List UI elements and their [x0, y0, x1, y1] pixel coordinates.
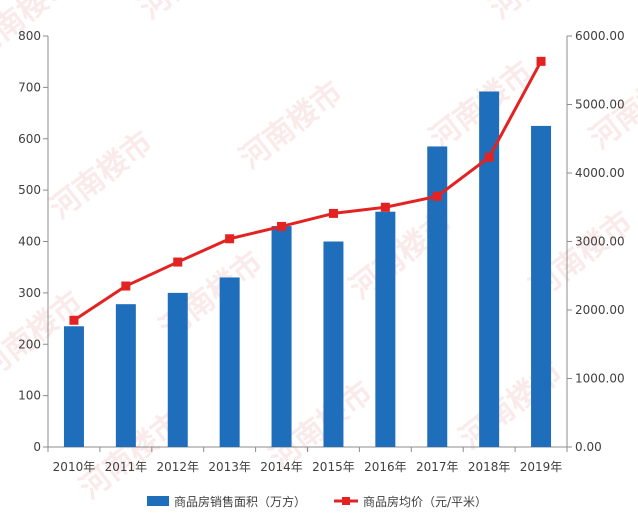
- left-tick-label: 500: [18, 183, 41, 197]
- watermark-text: 河南楼市: [43, 125, 159, 226]
- bar: [479, 91, 500, 448]
- right-tick-label: 1000.00: [575, 372, 625, 386]
- line-series: [69, 56, 546, 325]
- line-point: [121, 281, 131, 291]
- right-tick-label: 2000.00: [575, 303, 625, 317]
- bar: [531, 125, 552, 447]
- watermark-text: 河南楼市: [483, 0, 599, 26]
- x-tick-label: 2016年: [364, 460, 407, 474]
- legend-line-marker: [342, 497, 350, 505]
- left-tick-label: 800: [18, 29, 41, 43]
- left-tick-label: 400: [18, 235, 41, 249]
- left-tick-label: 100: [18, 389, 41, 403]
- legend-line-label: 商品房均价（元/平米）: [363, 494, 487, 509]
- price-line: [73, 60, 543, 322]
- bar: [219, 277, 240, 447]
- left-tick-label: 600: [18, 132, 41, 146]
- watermark-text: 河南楼市: [233, 75, 349, 176]
- bar: [427, 146, 448, 448]
- bar: [375, 211, 396, 447]
- x-tick-label: 2014年: [260, 460, 303, 474]
- left-tick-label: 700: [18, 80, 41, 94]
- bar-series: [63, 91, 552, 448]
- line-point: [173, 257, 183, 267]
- x-tick-label: 2017年: [416, 460, 459, 474]
- bar: [271, 226, 292, 447]
- watermark-text: 河南楼市: [133, 0, 249, 26]
- line-point: [536, 56, 546, 66]
- line-point: [380, 202, 390, 212]
- x-tick-label: 2011年: [105, 460, 148, 474]
- x-tick-label: 2010年: [53, 460, 96, 474]
- right-tick-label: 0.00: [575, 440, 602, 454]
- right-tick-label: 6000.00: [575, 29, 625, 43]
- left-tick-label: 300: [18, 286, 41, 300]
- legend-bar-label: 商品房销售面积（万方）: [174, 494, 306, 509]
- x-tick-label: 2012年: [156, 460, 199, 474]
- bar: [323, 241, 344, 447]
- line-point: [277, 221, 287, 231]
- legend: 商品房销售面积（万方） 商品房均价（元/平米）: [147, 494, 487, 509]
- line-point: [432, 191, 442, 201]
- right-tick-label: 4000.00: [575, 166, 625, 180]
- tick-labels: 0 100 200 300 400 500 600 700 800 0.00 1000.00 2000…: [18, 29, 625, 474]
- x-tick-label: 2018年: [468, 460, 511, 474]
- left-tick-label: 0: [33, 440, 41, 454]
- legend-bar-swatch: [147, 496, 169, 506]
- bar: [167, 292, 188, 447]
- x-tick-label: 2019年: [520, 460, 563, 474]
- bar: [63, 326, 84, 447]
- watermark-text: 河南楼市: [453, 355, 569, 456]
- x-tick-label: 2013年: [208, 460, 251, 474]
- right-tick-label: 5000.00: [575, 98, 625, 112]
- left-tick-label: 200: [18, 337, 41, 351]
- bar: [115, 304, 136, 447]
- line-point: [484, 152, 494, 162]
- line-point: [328, 208, 338, 218]
- right-tick-label: 3000.00: [575, 235, 625, 249]
- line-point: [69, 315, 79, 325]
- line-point: [225, 234, 235, 244]
- x-tick-label: 2015年: [312, 460, 355, 474]
